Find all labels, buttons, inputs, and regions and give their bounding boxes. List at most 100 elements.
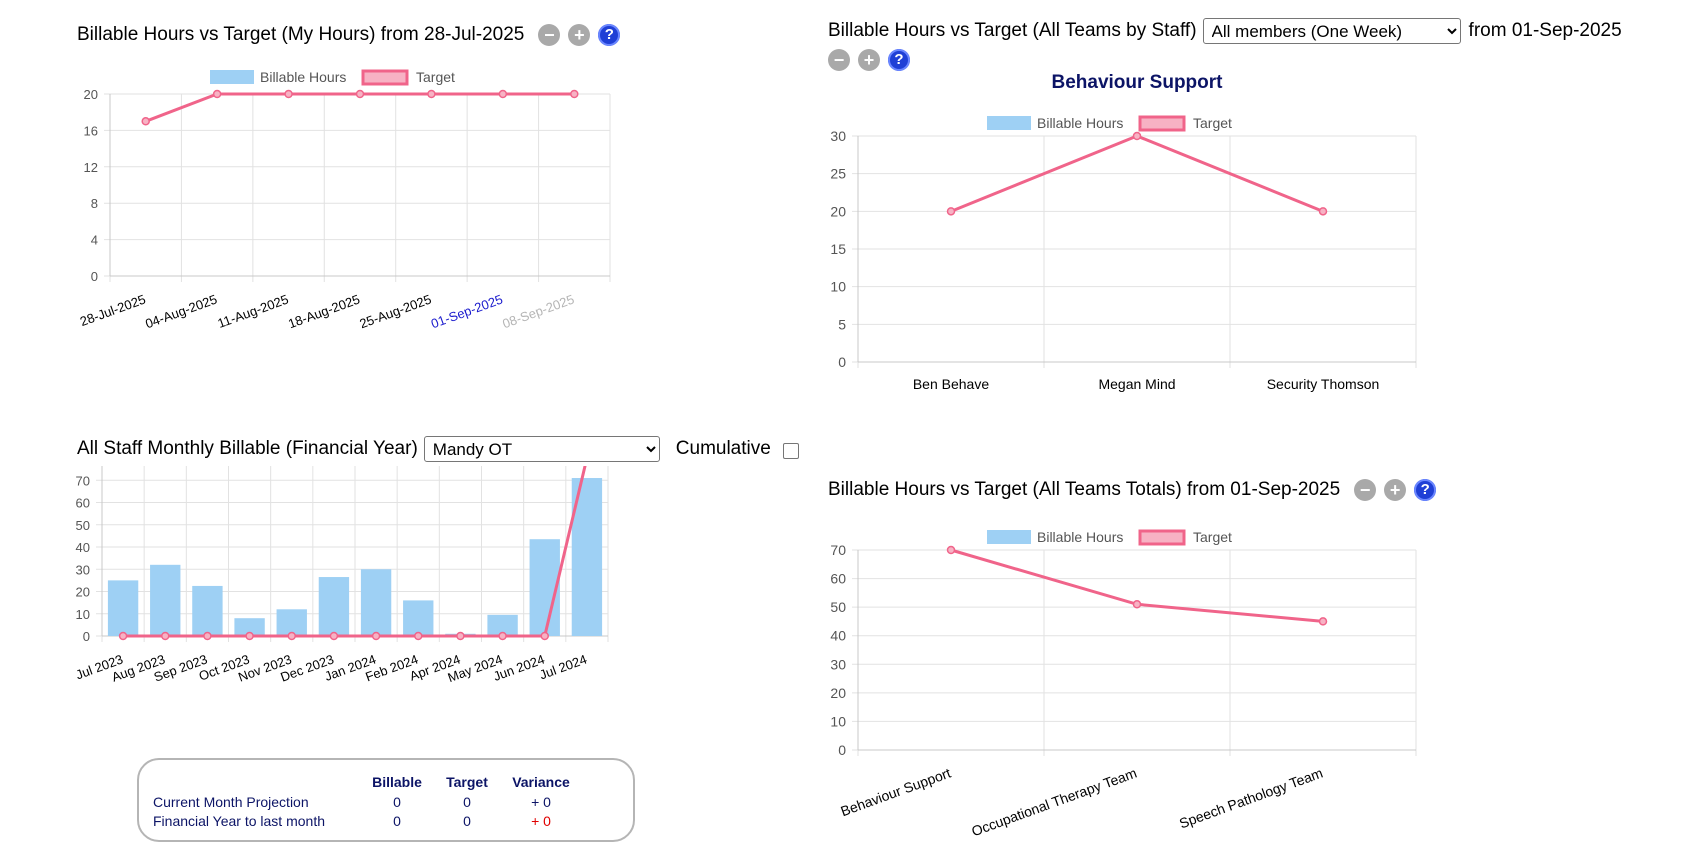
target-point bbox=[371, 631, 381, 641]
panel2-icons: − + ? bbox=[820, 49, 910, 71]
panel3-title: All Staff Monthly Billable (Financial Ye… bbox=[77, 438, 418, 459]
y-tick-label: 20 bbox=[830, 203, 846, 219]
x-tick-label: Jul 2024 bbox=[537, 652, 588, 683]
question-circle-icon[interactable]: ? bbox=[888, 49, 910, 71]
minus-circle-icon[interactable]: − bbox=[1354, 479, 1377, 501]
target-point bbox=[498, 89, 508, 99]
minus-circle-icon[interactable]: − bbox=[828, 49, 850, 71]
variance-number: 0 bbox=[543, 812, 551, 829]
target-point bbox=[212, 89, 222, 99]
y-tick-label: 10 bbox=[830, 279, 846, 295]
chart-title: Behaviour Support bbox=[1051, 72, 1223, 93]
y-tick-label: 20 bbox=[76, 585, 90, 600]
behaviour-support-chart: Billable Hours Target Behaviour Support 0 5 1… bbox=[830, 72, 1417, 392]
summary-row: Financial Year to last month 0 0 + 0 bbox=[153, 811, 579, 830]
panel4-title: Billable Hours vs Target (All Teams Tota… bbox=[828, 479, 1341, 500]
x-tick-label: 11-Aug-2025 bbox=[216, 292, 291, 331]
variance-number: 0 bbox=[543, 793, 551, 810]
y-tick-label: 0 bbox=[91, 269, 98, 284]
bar-billable-hours bbox=[360, 569, 392, 636]
bar-billable-hours bbox=[487, 614, 518, 636]
legend-label-target: Target bbox=[416, 69, 455, 85]
minus-circle-icon[interactable]: − bbox=[538, 24, 561, 46]
question-circle-icon[interactable]: ? bbox=[598, 24, 621, 46]
y-tick-label: 20 bbox=[84, 87, 98, 102]
y-tick-label: 16 bbox=[84, 123, 98, 138]
plus-circle-icon[interactable]: + bbox=[1384, 479, 1407, 501]
legend-swatch-billable bbox=[987, 116, 1031, 130]
panel2-header: Billable Hours vs Target (All Teams by S… bbox=[828, 18, 1622, 44]
bar-billable-hours bbox=[192, 585, 223, 636]
x-tick-label: 04-Aug-2025 bbox=[143, 292, 219, 332]
target-point bbox=[161, 631, 170, 641]
cumulative-label: Cumulative bbox=[675, 438, 771, 459]
target-point bbox=[946, 207, 956, 216]
plus-circle-icon[interactable]: + bbox=[858, 49, 880, 71]
x-tick-label: Occupational Therapy Team bbox=[969, 765, 1139, 840]
y-tick-label: 4 bbox=[91, 233, 98, 248]
team-totals-chart: Billable Hours Target 0 10 20 30 40 50 60 70 Behav… bbox=[830, 529, 1417, 840]
panel2-from-date: from 01-Sep-2025 bbox=[1468, 20, 1622, 41]
target-point bbox=[414, 631, 423, 641]
panel1-title: Billable Hours vs Target (My Hours) from… bbox=[77, 24, 525, 45]
y-tick-label: 30 bbox=[830, 656, 846, 672]
target-point bbox=[570, 89, 579, 99]
bar-billable-hours bbox=[234, 618, 265, 636]
legend-label-billable: Billable Hours bbox=[260, 69, 346, 85]
x-tick-label: Speech Pathology Team bbox=[1177, 765, 1325, 832]
target-point bbox=[427, 89, 436, 99]
bar-billable-hours bbox=[403, 600, 434, 636]
variance-sign: + bbox=[531, 793, 540, 810]
y-tick-label: 25 bbox=[830, 166, 846, 182]
summary-billable-value: 0 bbox=[393, 793, 401, 810]
target-point bbox=[946, 545, 956, 555]
summary-billable-value: 0 bbox=[393, 812, 401, 829]
legend-label-target: Target bbox=[1193, 529, 1232, 545]
y-tick-label: 30 bbox=[76, 562, 90, 577]
target-point bbox=[141, 117, 150, 126]
target-point bbox=[1318, 207, 1328, 216]
target-point bbox=[118, 631, 128, 641]
y-tick-label: 15 bbox=[830, 241, 846, 257]
target-point bbox=[245, 631, 254, 641]
target-point bbox=[1318, 617, 1328, 626]
target-point bbox=[1132, 131, 1142, 141]
y-tick-label: 0 bbox=[83, 629, 90, 644]
cumulative-checkbox[interactable] bbox=[782, 443, 799, 459]
bar-billable-hours bbox=[318, 577, 350, 636]
x-tick-label: Megan Mind bbox=[1098, 376, 1175, 392]
target-line bbox=[123, 466, 587, 638]
summary-table: Billable Target Variance Current Month P… bbox=[153, 772, 579, 830]
legend-swatch-target bbox=[1138, 115, 1186, 132]
summary-header-variance: Variance bbox=[512, 774, 570, 790]
legend-swatch-billable bbox=[210, 70, 254, 84]
team-member-select[interactable]: All members (One Week) bbox=[1202, 18, 1461, 44]
y-tick-label: 40 bbox=[76, 540, 90, 555]
staff-select[interactable]: Mandy OT bbox=[423, 436, 660, 462]
target-point bbox=[284, 89, 293, 99]
target-point bbox=[355, 89, 365, 99]
y-tick-label: 5 bbox=[838, 316, 846, 332]
summary-variance-value: + 0 bbox=[503, 792, 579, 811]
bar-billable-hours bbox=[276, 609, 307, 636]
panel3-header: All Staff Monthly Billable (Financial Ye… bbox=[77, 436, 799, 462]
summary-row-label: Current Month Projection bbox=[153, 793, 309, 810]
question-circle-icon[interactable]: ? bbox=[1414, 479, 1437, 501]
x-tick-label: 25-Aug-2025 bbox=[358, 292, 434, 332]
bar-billable-hours bbox=[107, 580, 139, 636]
y-tick-label: 70 bbox=[830, 542, 846, 558]
legend-swatch-target bbox=[1138, 529, 1186, 546]
x-tick-label: 01-Sep-2025 bbox=[429, 292, 505, 332]
y-tick-label: 70 bbox=[76, 473, 90, 488]
y-tick-label: 10 bbox=[76, 607, 90, 622]
y-tick-label: 30 bbox=[830, 128, 846, 144]
plus-circle-icon[interactable]: + bbox=[568, 24, 591, 46]
target-point bbox=[329, 631, 339, 641]
summary-header-target: Target bbox=[446, 774, 488, 790]
target-point bbox=[203, 631, 212, 641]
legend-label-target: Target bbox=[1193, 115, 1232, 131]
target-point bbox=[456, 631, 465, 641]
y-tick-label: 0 bbox=[838, 354, 846, 370]
y-tick-label: 12 bbox=[84, 160, 98, 175]
legend-label-billable: Billable Hours bbox=[1037, 115, 1123, 131]
